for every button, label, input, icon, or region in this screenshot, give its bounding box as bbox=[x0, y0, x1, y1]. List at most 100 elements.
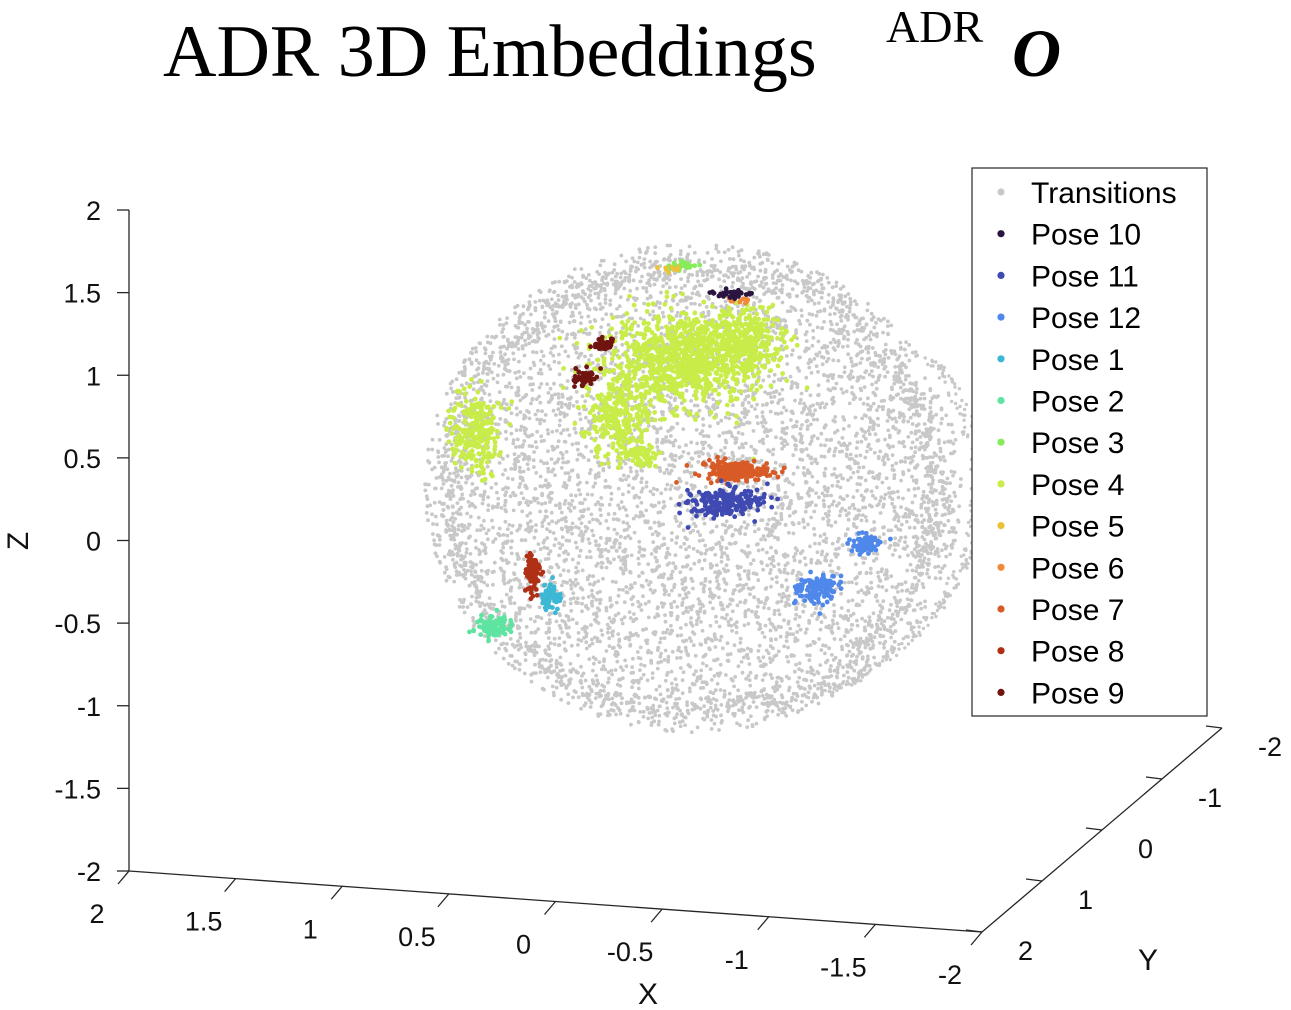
transition-point bbox=[858, 361, 863, 365]
transition-point bbox=[823, 651, 827, 656]
transition-point bbox=[517, 585, 522, 590]
transition-point bbox=[903, 377, 908, 382]
transition-point bbox=[616, 643, 621, 648]
transition-point bbox=[542, 419, 547, 423]
transition-point bbox=[677, 476, 682, 481]
transition-point bbox=[570, 468, 575, 473]
transition-point bbox=[719, 448, 723, 453]
transition-point bbox=[720, 646, 725, 651]
transition-point bbox=[435, 554, 439, 559]
transition-point bbox=[681, 528, 686, 533]
transition-point bbox=[435, 522, 439, 527]
transition-point bbox=[641, 714, 646, 719]
transition-point bbox=[586, 273, 591, 277]
transition-point bbox=[639, 662, 643, 667]
transition-point bbox=[668, 258, 672, 263]
transition-point bbox=[892, 639, 897, 644]
transition-point bbox=[663, 619, 668, 624]
transition-point bbox=[863, 430, 868, 435]
transition-point bbox=[546, 391, 551, 395]
transition-point bbox=[588, 293, 592, 298]
transition-point bbox=[638, 547, 643, 551]
transition-point bbox=[910, 582, 915, 587]
transition-point bbox=[758, 254, 762, 259]
transition-point bbox=[562, 620, 567, 624]
transition-point bbox=[823, 443, 827, 448]
transition-point bbox=[726, 275, 731, 280]
transition-point bbox=[839, 443, 844, 447]
transition-point bbox=[822, 493, 827, 498]
transition-point bbox=[581, 596, 585, 600]
transition-point bbox=[774, 680, 779, 684]
transition-point bbox=[808, 643, 813, 648]
transition-point bbox=[474, 350, 479, 354]
transition-point bbox=[630, 602, 635, 607]
transition-point bbox=[653, 615, 657, 620]
transition-point bbox=[927, 525, 931, 530]
transition-point bbox=[695, 270, 700, 274]
transition-point bbox=[769, 694, 774, 699]
transition-point bbox=[612, 527, 617, 532]
transition-point bbox=[854, 446, 859, 450]
transition-point bbox=[643, 601, 648, 606]
transition-point bbox=[530, 388, 535, 392]
transition-point bbox=[651, 492, 656, 497]
transition-point bbox=[570, 557, 575, 562]
transition-point bbox=[852, 329, 857, 334]
transition-point bbox=[550, 684, 555, 689]
transition-point bbox=[499, 556, 504, 561]
transition-point bbox=[807, 658, 812, 663]
transition-point bbox=[651, 486, 656, 491]
transition-point bbox=[707, 587, 712, 592]
transition-point bbox=[618, 534, 623, 539]
transition-point bbox=[912, 525, 917, 530]
transition-point bbox=[756, 656, 761, 660]
transition-point bbox=[771, 447, 776, 452]
transition-point bbox=[869, 489, 874, 494]
transition-point bbox=[821, 355, 826, 360]
transition-point bbox=[674, 697, 678, 701]
transition-point bbox=[738, 694, 743, 699]
transition-point bbox=[451, 494, 456, 498]
transition-point bbox=[869, 586, 874, 590]
transition-point bbox=[859, 427, 864, 432]
transition-point bbox=[843, 294, 848, 299]
transition-point bbox=[676, 706, 680, 710]
transition-point bbox=[709, 701, 713, 705]
transition-point bbox=[938, 576, 943, 581]
transition-point bbox=[793, 398, 797, 403]
transition-point bbox=[926, 473, 931, 478]
transition-point bbox=[860, 356, 864, 361]
transition-point bbox=[725, 554, 730, 558]
transition-point bbox=[825, 276, 830, 280]
transition-point bbox=[442, 570, 447, 575]
transition-point bbox=[689, 730, 694, 735]
transition-point bbox=[856, 590, 861, 595]
transition-point bbox=[894, 598, 898, 603]
transition-point bbox=[907, 373, 911, 378]
transition-point bbox=[611, 645, 616, 650]
transition-point bbox=[806, 690, 811, 695]
transition-point bbox=[581, 514, 585, 519]
transition-point bbox=[509, 531, 514, 535]
transition-point bbox=[550, 444, 555, 449]
transition-point bbox=[826, 351, 830, 355]
transition-point bbox=[638, 668, 642, 672]
transition-point bbox=[575, 447, 580, 452]
transition-point bbox=[812, 672, 816, 677]
transition-point bbox=[794, 294, 799, 298]
transition-point bbox=[748, 670, 753, 675]
transition-point bbox=[875, 334, 879, 339]
transition-point bbox=[889, 348, 893, 353]
transition-point bbox=[797, 661, 802, 666]
transition-point bbox=[879, 617, 884, 622]
transition-point bbox=[659, 522, 664, 527]
transition-point bbox=[808, 357, 812, 362]
transition-point bbox=[714, 698, 719, 703]
transition-point bbox=[519, 645, 523, 650]
transition-point bbox=[608, 302, 613, 307]
transition-point bbox=[644, 578, 649, 583]
transition-point bbox=[590, 528, 594, 533]
transition-point bbox=[526, 434, 531, 439]
transition-point bbox=[902, 347, 907, 352]
